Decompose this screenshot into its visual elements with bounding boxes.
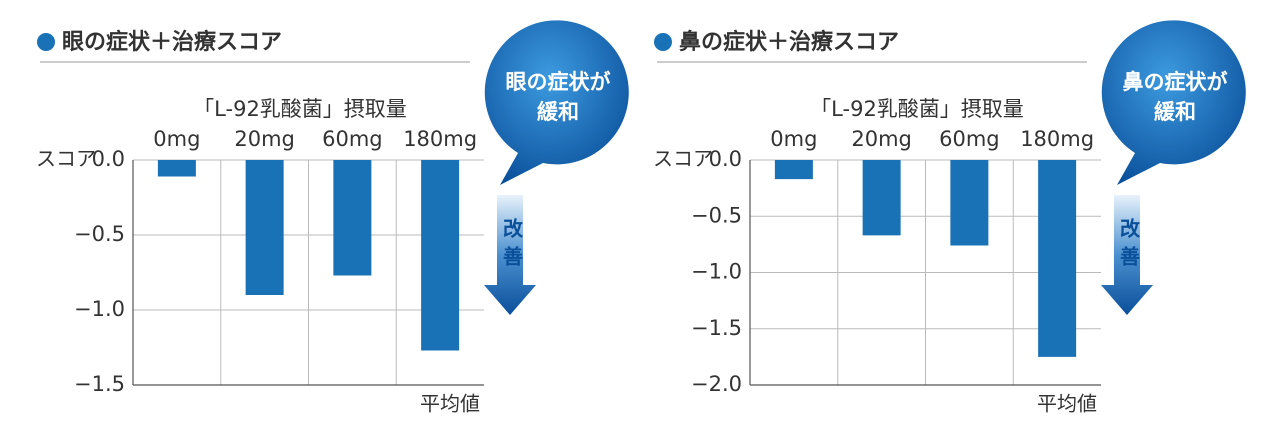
y-axis-label: スコア bbox=[653, 147, 713, 171]
callout-bubble bbox=[1101, 20, 1246, 185]
subtitle: 「L-92乳酸菌」摂取量 bbox=[810, 97, 1024, 121]
callout-text: 緩和 bbox=[537, 100, 579, 124]
x-tick-label: 20mg bbox=[234, 127, 295, 151]
x-tick-label: 0mg bbox=[153, 127, 200, 151]
x-axis-label: 平均値 bbox=[1037, 392, 1097, 416]
x-tick-label: 20mg bbox=[851, 127, 912, 151]
y-tick-label: 0.0 bbox=[709, 147, 742, 171]
callout-text: 鼻の症状が bbox=[1123, 70, 1228, 94]
y-tick-label: −1.5 bbox=[691, 316, 742, 340]
title-dot bbox=[37, 33, 55, 51]
x-tick-label: 180mg bbox=[1020, 127, 1094, 151]
y-tick-label: 0.0 bbox=[92, 147, 125, 171]
y-tick-label: −1.5 bbox=[74, 372, 125, 396]
bar bbox=[862, 160, 901, 236]
chart-title: 鼻の症状＋治療スコア bbox=[679, 29, 899, 55]
y-tick-label: −0.5 bbox=[691, 203, 742, 227]
arrow-label: 改善 bbox=[500, 217, 524, 274]
x-tick-label: 60mg bbox=[322, 127, 383, 151]
title-dot bbox=[654, 33, 672, 51]
y-tick-label: −0.5 bbox=[74, 222, 125, 246]
arrow-label: 改善 bbox=[1117, 217, 1141, 274]
x-tick-label: 180mg bbox=[403, 127, 477, 151]
subtitle: 「L-92乳酸菌」摂取量 bbox=[193, 97, 407, 121]
improve-arrow bbox=[484, 195, 536, 315]
bar bbox=[774, 160, 813, 180]
x-tick-label: 60mg bbox=[939, 127, 1000, 151]
bar bbox=[950, 160, 989, 246]
y-tick-label: −1.0 bbox=[691, 260, 742, 284]
improve-arrow bbox=[1101, 195, 1153, 315]
y-axis-label: スコア bbox=[36, 147, 96, 171]
callout-bubble bbox=[484, 20, 629, 186]
y-tick-label: −1.0 bbox=[74, 297, 125, 321]
bar bbox=[245, 160, 284, 295]
callout-text: 緩和 bbox=[1154, 100, 1196, 124]
chart-title: 眼の症状＋治療スコア bbox=[62, 29, 282, 55]
x-tick-label: 0mg bbox=[770, 127, 817, 151]
bar bbox=[1038, 160, 1077, 357]
callout-text: 眼の症状が bbox=[506, 70, 611, 94]
bar bbox=[421, 160, 460, 351]
bar bbox=[333, 160, 372, 276]
x-axis-label: 平均値 bbox=[420, 392, 480, 416]
bar bbox=[157, 160, 196, 177]
y-tick-label: −2.0 bbox=[691, 372, 742, 396]
